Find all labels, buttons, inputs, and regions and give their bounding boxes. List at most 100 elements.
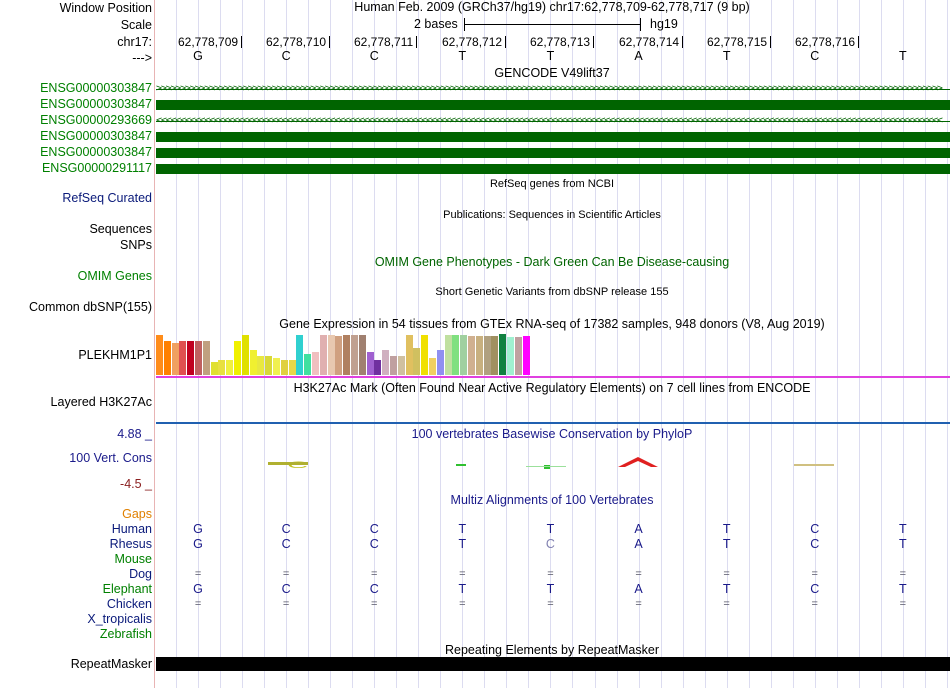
gtex-track-title[interactable]: Gene Expression in 54 tissues from GTEx … xyxy=(279,317,825,331)
gtex-tissue-bar[interactable] xyxy=(374,360,382,375)
multiz-aligned-base: C xyxy=(810,537,820,551)
gtex-tissue-bar[interactable] xyxy=(444,335,452,375)
gtex-tissue-bar[interactable] xyxy=(475,336,483,375)
gtex-tissue-bar[interactable] xyxy=(234,341,241,375)
gtex-tissue-bar[interactable] xyxy=(179,341,187,375)
gtex-tissue-bar[interactable] xyxy=(156,335,163,375)
phylop-track-title[interactable]: 100 vertebrates Basewise Conservation by… xyxy=(411,427,693,441)
gridline xyxy=(308,0,309,688)
multiz-species-label[interactable]: Elephant xyxy=(102,582,152,596)
gtex-tissue-bar[interactable] xyxy=(296,335,304,375)
gtex-tissue-bar[interactable] xyxy=(241,335,249,375)
omim-track-title[interactable]: OMIM Gene Phenotypes - Dark Green Can Be… xyxy=(374,255,730,269)
multiz-aligned-base: = xyxy=(811,598,818,610)
gtex-tissue-bar[interactable] xyxy=(507,337,514,375)
multiz-species-label[interactable]: Mouse xyxy=(114,552,152,566)
gtex-tissue-bar[interactable] xyxy=(335,336,343,375)
gencode-transcript-label[interactable]: ENSG00000303847 xyxy=(40,97,152,111)
gencode-transcript-label[interactable]: ENSG00000303847 xyxy=(40,129,152,143)
gencode-track-title[interactable]: GENCODE V49lift37 xyxy=(494,66,610,80)
gtex-tissue-bar[interactable] xyxy=(343,335,351,375)
gencode-intron-arrows[interactable]: <<<<<<<<<<<<<<<<<<<<<<<<<<<<<<<<<<<<<<<<… xyxy=(156,116,950,126)
gtex-tissue-bar[interactable] xyxy=(163,341,171,375)
multiz-species-label[interactable]: Zebrafish xyxy=(99,627,152,641)
phylop-track-label[interactable]: 100 Vert. Cons xyxy=(69,451,152,465)
publications-track-title[interactable]: Publications: Sequences in Scientific Ar… xyxy=(443,209,661,221)
dbsnp-track-title[interactable]: Short Genetic Variants from dbSNP releas… xyxy=(435,286,669,298)
gtex-tissue-bar[interactable] xyxy=(210,362,218,375)
refseq-curated-label[interactable]: RefSeq Curated xyxy=(62,191,152,205)
gtex-tissue-bar[interactable] xyxy=(483,336,491,375)
gtex-tissue-bar[interactable] xyxy=(421,335,429,375)
reference-base: T xyxy=(722,49,731,63)
gtex-tissue-bar[interactable] xyxy=(468,336,475,375)
gtex-tissue-bar[interactable] xyxy=(171,343,179,375)
gtex-tissue-bar[interactable] xyxy=(405,335,413,375)
gtex-tissue-bar[interactable] xyxy=(460,335,468,375)
gencode-transcript-label[interactable]: ENSG00000303847 xyxy=(40,81,152,95)
multiz-track-title[interactable]: Multiz Alignments of 100 Vertebrates xyxy=(450,493,654,507)
multiz-species-label[interactable]: X_tropicalis xyxy=(87,612,152,626)
gencode-exon-bar[interactable] xyxy=(156,164,950,174)
chromosome-label: chr17: xyxy=(117,35,152,49)
gencode-exon-bar[interactable] xyxy=(156,148,950,158)
refseq-track-title[interactable]: RefSeq genes from NCBI xyxy=(489,178,615,190)
gtex-tissue-bar[interactable] xyxy=(304,354,312,375)
repeatmasker-track-title[interactable]: Repeating Elements by RepeatMasker xyxy=(444,643,660,657)
gtex-tissue-bar[interactable] xyxy=(195,341,202,375)
publications-sequences-label[interactable]: Sequences xyxy=(89,222,152,236)
gtex-tissue-bar[interactable] xyxy=(452,335,460,375)
gtex-tissue-bar[interactable] xyxy=(319,335,327,375)
gencode-transcript-label[interactable]: ENSG00000293669 xyxy=(40,113,152,127)
gtex-tissue-bar[interactable] xyxy=(436,350,444,375)
gencode-transcript-label[interactable]: ENSG00000303847 xyxy=(40,145,152,159)
gtex-tissue-bar[interactable] xyxy=(288,360,296,375)
gtex-tissue-bar[interactable] xyxy=(499,334,507,375)
gtex-tissue-bar[interactable] xyxy=(249,350,257,375)
gtex-tissue-bar[interactable] xyxy=(429,358,436,375)
assembly-label: hg19 xyxy=(650,17,678,31)
gtex-tissue-bar[interactable] xyxy=(366,352,374,375)
repeatmasker-label[interactable]: RepeatMasker xyxy=(70,657,152,671)
dbsnp-label[interactable]: Common dbSNP(155) xyxy=(29,300,152,314)
gtex-tissue-bar[interactable] xyxy=(351,335,358,375)
gtex-tissue-bar[interactable] xyxy=(491,336,499,375)
gtex-tissue-bar[interactable] xyxy=(265,356,273,375)
repeatmasker-element[interactable] xyxy=(156,657,950,671)
gtex-tissue-bar[interactable] xyxy=(312,352,319,375)
h3k27ac-track-title[interactable]: H3K27Ac Mark (Often Found Near Active Re… xyxy=(293,381,811,395)
gtex-tissue-bar[interactable] xyxy=(397,356,405,375)
position-tick xyxy=(416,36,418,48)
gtex-tissue-bar[interactable] xyxy=(413,348,421,375)
gtex-tissue-bar[interactable] xyxy=(382,350,390,375)
multiz-species-label[interactable]: Human xyxy=(111,522,152,536)
gencode-intron-arrows[interactable]: >>>>>>>>>>>>>>>>>>>>>>>>>>>>>>>>>>>>>>>>… xyxy=(156,84,950,94)
position-tick xyxy=(682,36,684,48)
gtex-tissue-bar[interactable] xyxy=(327,335,335,375)
h3k27ac-label[interactable]: Layered H3K27Ac xyxy=(50,395,152,409)
multiz-species-label[interactable]: Dog xyxy=(129,567,152,581)
gtex-tissue-bar[interactable] xyxy=(390,356,397,375)
gtex-tissue-bar[interactable] xyxy=(514,337,522,375)
omim-genes-label[interactable]: OMIM Genes xyxy=(77,269,152,283)
gtex-tissue-bar[interactable] xyxy=(280,360,288,375)
gencode-exon-bar[interactable] xyxy=(156,132,950,142)
gtex-tissue-bar[interactable] xyxy=(273,358,280,375)
multiz-aligned-base: = xyxy=(371,598,378,610)
gridline xyxy=(506,0,507,688)
gtex-expression-barchart[interactable] xyxy=(156,333,556,375)
gtex-tissue-bar[interactable] xyxy=(358,335,366,375)
gtex-tissue-bar[interactable] xyxy=(187,341,195,375)
gencode-transcript-label[interactable]: ENSG00000291117 xyxy=(41,161,152,175)
gencode-exon-bar[interactable] xyxy=(156,100,950,110)
gtex-tissue-bar[interactable] xyxy=(218,360,226,375)
publications-snps-label[interactable]: SNPs xyxy=(120,238,152,252)
multiz-species-label[interactable]: Chicken xyxy=(106,597,152,611)
multiz-species-label[interactable]: Rhesus xyxy=(109,537,152,551)
window-position-value: Human Feb. 2009 (GRCh37/hg19) chr17:62,7… xyxy=(354,0,750,14)
gtex-tissue-bar[interactable] xyxy=(522,336,530,375)
gtex-tissue-bar[interactable] xyxy=(202,341,210,375)
gtex-tissue-bar[interactable] xyxy=(226,360,234,375)
gtex-gene-label[interactable]: PLEKHM1P1 xyxy=(78,348,152,362)
gtex-tissue-bar[interactable] xyxy=(257,356,265,375)
